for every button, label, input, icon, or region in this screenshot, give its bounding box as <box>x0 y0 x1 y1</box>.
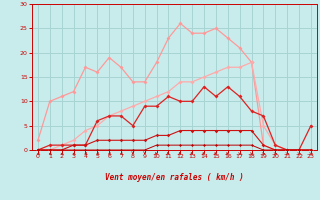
X-axis label: Vent moyen/en rafales ( km/h ): Vent moyen/en rafales ( km/h ) <box>105 173 244 182</box>
